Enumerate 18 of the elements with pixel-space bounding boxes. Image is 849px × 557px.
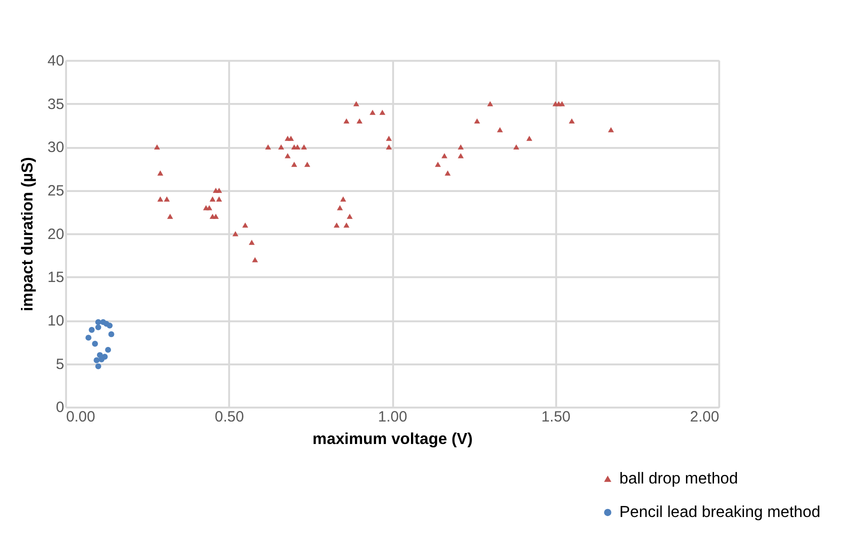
x-tick-label: 1.00 bbox=[378, 408, 408, 426]
legend-label: Pencil lead breaking method bbox=[619, 504, 820, 522]
y-tick-label: 10 bbox=[48, 312, 64, 330]
y-tick-label: 15 bbox=[48, 269, 64, 286]
x-axis-title: maximum voltage (V) bbox=[312, 431, 473, 448]
x-tick-label: 1.50 bbox=[541, 408, 571, 426]
x-tick-label: 2.00 bbox=[690, 408, 720, 426]
x-tick-label: 0.00 bbox=[66, 408, 96, 426]
y-tick-label: 40 bbox=[48, 52, 64, 70]
y-axis-title: impact duration (µS) bbox=[20, 157, 37, 312]
y-tick-label: 0 bbox=[56, 399, 64, 416]
y-tick-label: 30 bbox=[48, 139, 64, 156]
y-tick-label: 25 bbox=[48, 182, 64, 200]
y-tick-label: 5 bbox=[56, 356, 64, 373]
legend-label: ball drop method bbox=[619, 470, 738, 488]
y-tick-label: 20 bbox=[48, 226, 64, 243]
x-tick-label: 0.50 bbox=[214, 408, 244, 426]
y-tick-label: 35 bbox=[48, 96, 64, 113]
